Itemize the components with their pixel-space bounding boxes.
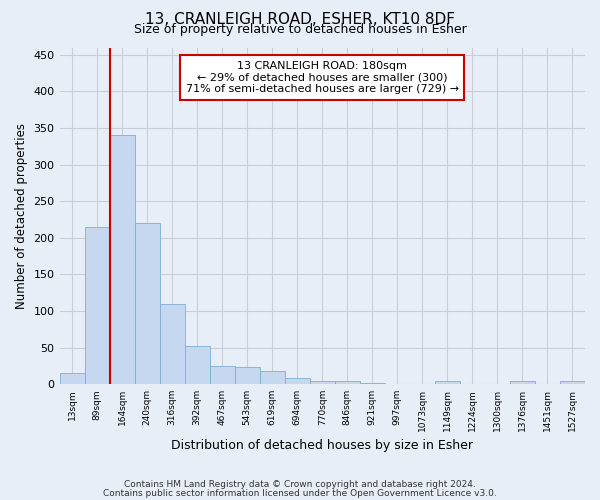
Bar: [360, 382, 385, 384]
Bar: [310, 380, 335, 384]
Bar: [260, 371, 285, 384]
Text: 13, CRANLEIGH ROAD, ESHER, KT10 8DF: 13, CRANLEIGH ROAD, ESHER, KT10 8DF: [145, 12, 455, 28]
X-axis label: Distribution of detached houses by size in Esher: Distribution of detached houses by size …: [171, 440, 473, 452]
Bar: [335, 382, 360, 384]
Bar: [209, 366, 235, 384]
Text: Contains public sector information licensed under the Open Government Licence v3: Contains public sector information licen…: [103, 489, 497, 498]
Bar: [110, 136, 134, 384]
Bar: [185, 346, 209, 384]
Bar: [285, 378, 310, 384]
Bar: [160, 304, 185, 384]
Bar: [235, 366, 260, 384]
Y-axis label: Number of detached properties: Number of detached properties: [15, 123, 28, 309]
Text: Size of property relative to detached houses in Esher: Size of property relative to detached ho…: [134, 22, 466, 36]
Bar: [134, 223, 160, 384]
Text: Contains HM Land Registry data © Crown copyright and database right 2024.: Contains HM Land Registry data © Crown c…: [124, 480, 476, 489]
Bar: [435, 382, 460, 384]
Bar: [560, 382, 585, 384]
Bar: [510, 382, 535, 384]
Text: 13 CRANLEIGH ROAD: 180sqm
← 29% of detached houses are smaller (300)
71% of semi: 13 CRANLEIGH ROAD: 180sqm ← 29% of detac…: [186, 61, 459, 94]
Bar: [85, 227, 110, 384]
Bar: [59, 373, 85, 384]
